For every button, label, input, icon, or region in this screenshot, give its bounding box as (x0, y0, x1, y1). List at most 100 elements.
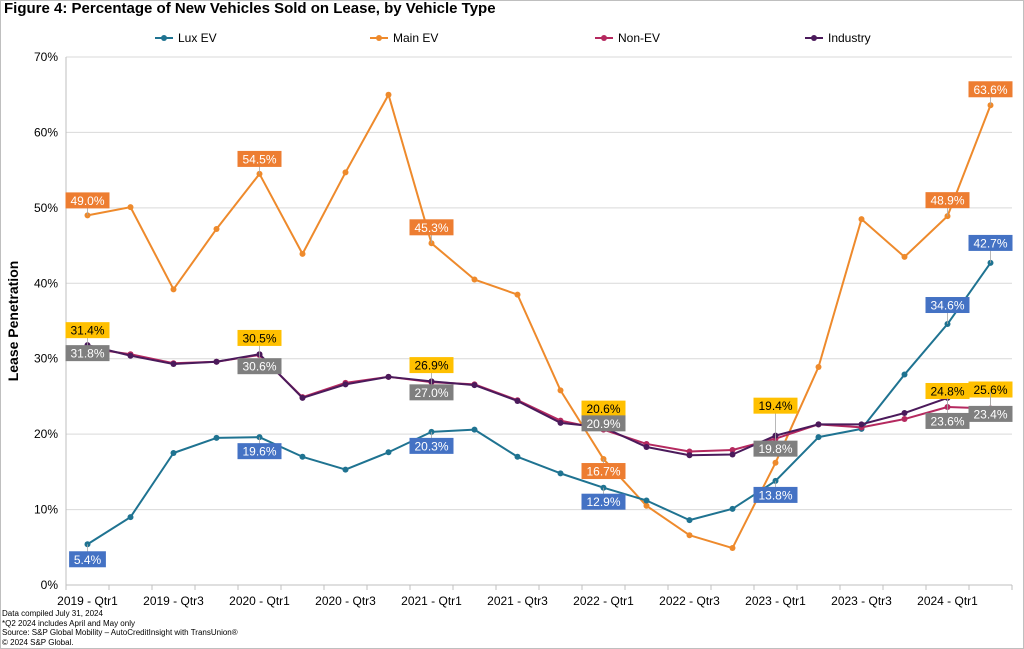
data-label: 19.8% (758, 442, 792, 456)
label-box (753, 440, 798, 457)
data-label: 48.9% (930, 194, 964, 208)
data-label: 23.6% (930, 414, 964, 428)
y-gridlines (66, 56, 1012, 511)
x-tick-label: 2020 - Qtr3 (315, 594, 376, 608)
data-point (643, 443, 650, 450)
y-tick-label: 40% (34, 276, 58, 290)
label-box (581, 493, 626, 510)
data-point (901, 416, 908, 423)
data-label: 25.6% (973, 383, 1007, 397)
data-label: 20.3% (414, 439, 448, 453)
data-point (127, 514, 134, 521)
label-box (968, 234, 1013, 251)
footnotes: Data compiled July 31, 2024 *Q2 2024 inc… (2, 609, 238, 647)
legend-marker (601, 35, 607, 41)
data-point (858, 216, 865, 223)
legend-label: Lux EV (178, 31, 217, 45)
data-point (213, 358, 220, 365)
x-tick-label: 2019 - Qtr1 (57, 594, 118, 608)
data-point (901, 410, 908, 417)
label-box (65, 322, 110, 339)
label-box (925, 297, 970, 314)
data-label: 5.4% (74, 553, 102, 567)
data-label: 27.0% (414, 386, 448, 400)
data-point (299, 250, 306, 257)
data-label: 45.3% (414, 221, 448, 235)
x-tick-label: 2021 - Qtr3 (487, 594, 548, 608)
label-box (237, 329, 282, 346)
label-box (65, 192, 110, 209)
x-tick-label: 2024 - Qtr1 (917, 594, 978, 608)
label-box (968, 381, 1013, 398)
chart-title: Figure 4: Percentage of New Vehicles Sol… (4, 0, 496, 17)
series-line (87, 93, 992, 550)
footnote-compiled: Data compiled July 31, 2024 (2, 609, 103, 618)
data-point (815, 364, 822, 371)
y-tick-label: 70% (34, 50, 58, 64)
data-point (385, 449, 392, 456)
data-point (901, 371, 908, 378)
label-box (409, 219, 454, 236)
data-point (686, 452, 693, 459)
data-label: 12.9% (586, 495, 620, 509)
data-point (213, 225, 220, 232)
data-point (514, 397, 521, 404)
data-point (729, 446, 736, 453)
data-point (342, 381, 349, 388)
data-label: 30.5% (242, 331, 276, 345)
data-label: 26.9% (414, 359, 448, 373)
data-label: 19.4% (758, 399, 792, 413)
data-point (299, 394, 306, 401)
x-tick-label: 2022 - Qtr3 (659, 594, 720, 608)
label-box (237, 150, 282, 167)
data-label: 23.4% (973, 407, 1007, 421)
data-point (643, 497, 650, 504)
data-point (729, 505, 736, 512)
data-point (342, 466, 349, 473)
data-point (557, 419, 564, 426)
data-labels: 5.4% 19.6% 20.3% 12.9% 13.8% 34.6% 42.7% 49.0% 5… (65, 81, 1013, 568)
label-box (925, 382, 970, 399)
legend-label: Industry (828, 31, 871, 45)
data-point (299, 453, 306, 460)
data-point (127, 204, 134, 211)
y-tick-label: 30% (34, 352, 58, 366)
data-point (815, 421, 822, 428)
series-line (86, 262, 992, 546)
y-axis-label: Lease Penetration (5, 261, 21, 382)
x-tick-label: 2021 - Qtr1 (401, 594, 462, 608)
footnote-source: Source: S&P Global Mobility – AutoCredit… (2, 628, 238, 638)
x-tick-labels: 2019 - Qtr1 2019 - Qtr3 2020 - Qtr1 2020 - … (57, 594, 978, 608)
data-label: 13.8% (758, 488, 792, 502)
data-point (729, 545, 736, 552)
data-point (686, 517, 693, 524)
data-point (170, 360, 177, 367)
y-tick-labels: 0% 10% 20% 30% 40% 50% 60% 70% (34, 50, 58, 592)
line-chart: 0%10%20%30%40%50%60%70% 2019 - Qtr1 2019 … (5, 31, 1013, 608)
y-tick-label: 50% (34, 201, 58, 215)
data-label: 20.9% (586, 417, 620, 431)
data-label: 24.8% (930, 384, 964, 398)
data-label: 54.5% (242, 152, 276, 166)
label-box (69, 551, 106, 568)
data-point (471, 382, 478, 389)
legend-marker (811, 35, 817, 41)
data-point (772, 459, 779, 466)
data-point (213, 434, 220, 441)
x-tick-label: 2022 - Qtr1 (573, 594, 634, 608)
label-box (968, 405, 1013, 422)
label-box (925, 412, 970, 429)
y-tick-label: 60% (34, 125, 58, 139)
x-tick-label: 2020 - Qtr1 (229, 594, 290, 608)
y-tick-label: 0% (41, 578, 59, 592)
data-point (514, 291, 521, 298)
data-label: 31.4% (70, 324, 104, 338)
data-label: 30.6% (242, 360, 276, 374)
legend-marker (161, 35, 167, 41)
footnote-q2: *Q2 2024 includes April and May only (2, 618, 135, 628)
data-label: 49.0% (70, 194, 104, 208)
data-label: 16.7% (586, 465, 620, 479)
series-line (87, 344, 991, 457)
data-point (729, 451, 736, 458)
legend-label: Main EV (393, 31, 438, 45)
